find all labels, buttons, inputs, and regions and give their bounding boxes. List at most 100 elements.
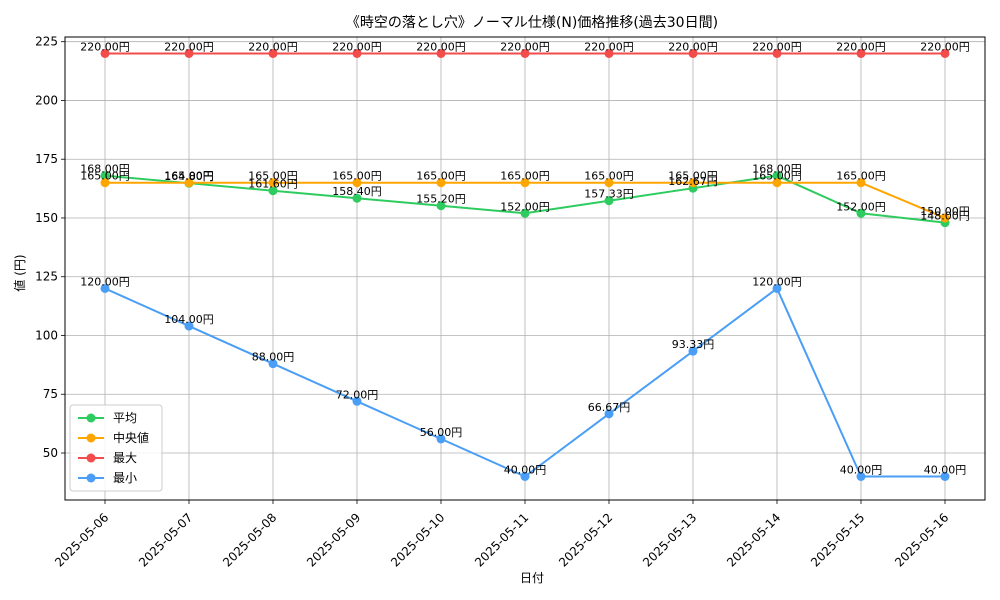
x-tick-label: 2025-05-08 [220,510,279,569]
data-point [772,178,782,188]
data-label: 165.00円 [248,170,298,183]
data-label: 220.00円 [584,40,634,53]
legend-marker [86,453,96,463]
data-point [184,321,194,331]
y-tick-label: 225 [35,35,58,49]
data-point [352,178,362,188]
data-label: 40.00円 [924,463,967,476]
data-label: 40.00円 [840,463,883,476]
chart-title: 《時空の落とし穴》ノーマル仕様(N)価格推移(過去30日間) [346,15,718,31]
data-label: 157.33円 [584,188,634,201]
data-label: 120.00円 [80,275,130,288]
data-label: 165.00円 [836,170,886,183]
data-label: 165.00円 [500,170,550,183]
data-label: 165.00円 [752,170,802,183]
x-tick-label: 2025-05-14 [724,510,783,569]
data-label: 165.00円 [416,170,466,183]
x-axis-label: 日付 [520,571,544,585]
data-point [940,471,950,481]
data-point [520,48,530,58]
data-point [856,178,866,188]
data-label: 165.00円 [668,170,718,183]
data-label: 165.00円 [584,170,634,183]
x-tick-label: 2025-05-15 [808,510,867,569]
data-point [604,48,614,58]
data-point [100,178,110,188]
data-label: 152.00円 [500,200,550,213]
data-label: 152.00円 [836,200,886,213]
data-point [352,193,362,203]
legend-marker [86,413,96,423]
data-point [856,48,866,58]
x-tick-label: 2025-05-07 [136,510,195,569]
x-tick-label: 2025-05-09 [304,510,363,569]
data-label: 220.00円 [248,40,298,53]
data-point [688,48,698,58]
plot-frame [64,36,986,501]
data-point [352,48,362,58]
legend-label: 中央値 [113,430,149,445]
x-tick-label: 2025-05-16 [892,510,951,569]
data-label: 220.00円 [752,40,802,53]
y-axis-label: 値 (円) [12,254,27,291]
y-tick-label: 50 [43,446,58,460]
data-label: 168.00円 [80,163,130,176]
data-point [436,48,446,58]
data-label: 66.67円 [588,401,631,414]
data-label: 162.67円 [668,175,718,188]
data-point [940,48,950,58]
legend-marker [86,473,96,483]
data-label: 56.00円 [420,426,463,439]
data-label: 150.00円 [920,205,970,218]
data-point [100,283,110,293]
data-label: 220.00円 [668,40,718,53]
data-point [604,409,614,419]
data-point [436,178,446,188]
data-point [100,171,110,181]
y-tick-label: 75 [43,387,58,401]
data-point [268,178,278,188]
data-point [184,48,194,58]
data-label: 40.00円 [504,463,547,476]
data-label: 220.00円 [164,40,214,53]
series-group [100,48,950,481]
data-label: 165.00円 [164,170,214,183]
data-label: 165.00円 [332,170,382,183]
data-point [604,178,614,188]
x-tick-label: 2025-05-11 [472,510,531,569]
data-label: 220.00円 [332,40,382,53]
data-point [772,171,782,181]
data-label: 220.00円 [836,40,886,53]
legend-label: 最小 [113,471,137,485]
grid [65,37,985,500]
x-tick-label: 2025-05-10 [388,510,447,569]
data-point [268,48,278,58]
data-labels: 168.00円 164.80円 161.60円 158.40円 155.20円 152.0… [80,40,970,476]
data-label: 161.60円 [248,178,298,191]
data-label: 220.00円 [416,40,466,53]
data-point [856,208,866,218]
data-label: 120.00円 [752,275,802,288]
data-point [436,434,446,444]
data-point [268,359,278,369]
legend-label: 平均 [113,411,137,425]
legend-box [69,404,163,492]
data-label: 72.00円 [336,388,379,401]
y-tick-label: 150 [35,211,58,225]
data-point [352,396,362,406]
data-label: 220.00円 [500,40,550,53]
data-label: 158.40円 [332,185,382,198]
data-point [688,346,698,356]
data-point [184,178,194,188]
y-tick-label: 100 [35,328,58,342]
data-point [772,283,782,293]
legend-marker [86,433,96,443]
data-label: 165.00円 [80,170,130,183]
data-point [940,213,950,223]
y-tick-label: 125 [35,270,58,284]
data-point [688,178,698,188]
data-label: 148.00円 [920,210,970,223]
x-tick-label: 2025-05-06 [52,510,111,569]
